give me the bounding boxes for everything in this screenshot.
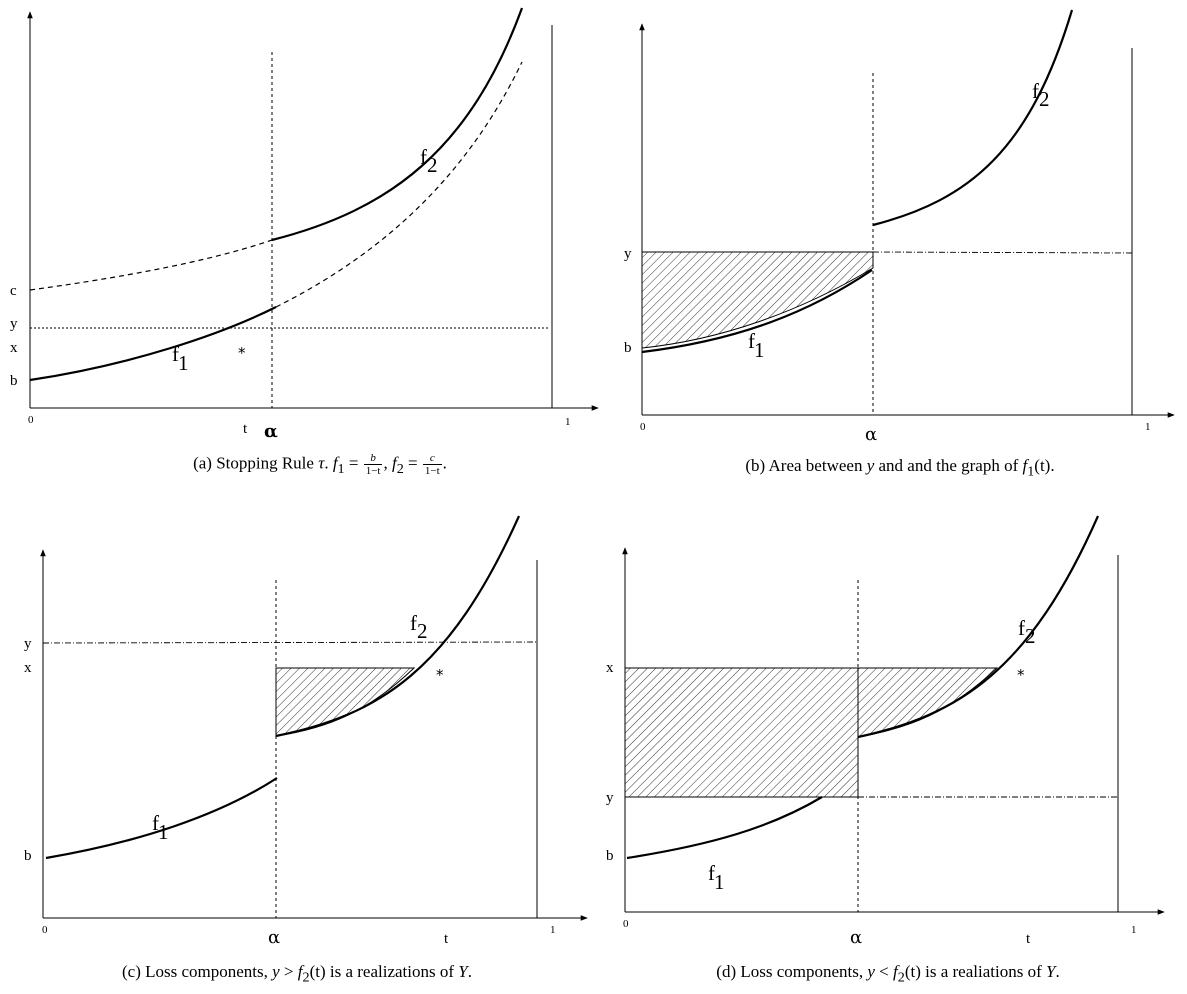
svg-text:1: 1: [158, 820, 169, 844]
y-label-b: b: [624, 340, 632, 356]
svg-text:1: 1: [178, 351, 189, 375]
caption-d: (d) Loss components, y < f2(t) is a real…: [716, 962, 1060, 986]
y-label-y: y: [606, 790, 614, 806]
f1-curve: [45, 777, 278, 860]
hatched-area: [275, 667, 416, 737]
svg-text:2: 2: [1025, 624, 1036, 648]
svg-text:f: f: [172, 342, 179, 366]
y-level-line: [872, 251, 1133, 254]
x-label-t: t: [1026, 931, 1031, 947]
x-label-t: t: [444, 931, 449, 947]
panel-a: c y x b 0 t α 1 f 2 f 1 *: [10, 7, 599, 442]
f1-label: f 1: [748, 329, 765, 362]
y-label-c: c: [10, 283, 17, 299]
svg-text:2: 2: [1039, 87, 1050, 111]
f1-label: f 1: [152, 811, 169, 844]
x-label-alpha: α: [865, 424, 877, 445]
x-label-alpha: α: [850, 927, 862, 948]
x-label-zero: 0: [28, 414, 34, 426]
x-label-one: 1: [1145, 421, 1151, 433]
f1-label: f 1: [172, 342, 189, 375]
marker-star: *: [238, 344, 246, 362]
y-label-y: y: [10, 316, 18, 332]
f2-label: f 2: [420, 145, 438, 177]
svg-text:2: 2: [417, 619, 428, 643]
svg-text:f: f: [420, 145, 427, 169]
hatched-area: [857, 667, 999, 738]
x-label-alpha: α: [264, 421, 278, 442]
y-label-x: x: [606, 660, 614, 676]
f1-dashed-curve: [275, 61, 523, 308]
y-label-x: x: [24, 660, 32, 676]
hatched-rectangle: [624, 667, 859, 798]
x-label-zero: 0: [640, 421, 646, 433]
x-label-one: 1: [550, 924, 556, 936]
panel-d: x y b 0 α t 1 f 2 f 1 *: [606, 515, 1165, 948]
f2-solid-curve: [271, 7, 524, 242]
y-level-line: [42, 641, 538, 644]
f2-label: f 2: [1032, 79, 1050, 111]
svg-text:f: f: [708, 861, 715, 885]
panel-b: y b 0 α 1 f 2 f 1: [624, 9, 1175, 445]
x-label-one: 1: [565, 416, 571, 428]
marker-star: *: [1017, 666, 1025, 684]
x-label-zero: 0: [623, 918, 629, 930]
x-label-one: 1: [1131, 924, 1137, 936]
svg-text:f: f: [152, 811, 159, 835]
caption-c: (c) Loss components, y > f2(t) is a real…: [121, 962, 472, 986]
y-label-b: b: [24, 848, 32, 864]
x-label-alpha: α: [268, 927, 280, 948]
marker-star: *: [436, 666, 444, 684]
y-label-x: x: [10, 340, 18, 356]
svg-text:1: 1: [754, 338, 765, 362]
f2-curve: [275, 515, 521, 738]
f2-label: f 2: [1018, 616, 1036, 648]
y-label-y: y: [24, 636, 32, 652]
y-label-b: b: [606, 848, 614, 864]
panel-c: y x b 0 α t 1 f 2 f 1 *: [24, 515, 588, 948]
caption-a: (a) Stopping Rule τ. f1 = b 1−t, f2 = c 1−…: [193, 452, 447, 477]
caption-b: (b) Area between y and and the graph of …: [745, 456, 1055, 480]
svg-text:f: f: [1032, 79, 1039, 103]
x-label-zero: 0: [42, 924, 48, 936]
svg-text:f: f: [410, 611, 417, 635]
svg-text:1: 1: [714, 870, 725, 894]
svg-text:2: 2: [427, 153, 438, 177]
y-label-y: y: [624, 246, 632, 262]
svg-text:f: f: [1018, 616, 1025, 640]
svg-text:f: f: [748, 329, 755, 353]
f1-solid-curve: [29, 306, 277, 382]
f2-curve: [872, 9, 1074, 227]
y-label-b: b: [10, 373, 18, 389]
f1-curve: [626, 796, 823, 860]
hatched-area: [641, 251, 874, 349]
f2-dashed-curve: [29, 239, 273, 291]
f1-label: f 1: [708, 861, 725, 894]
f2-curve: [857, 515, 1100, 739]
x-label-t: t: [243, 421, 248, 437]
f2-label: f 2: [410, 611, 428, 643]
f1-curve: [641, 269, 873, 354]
